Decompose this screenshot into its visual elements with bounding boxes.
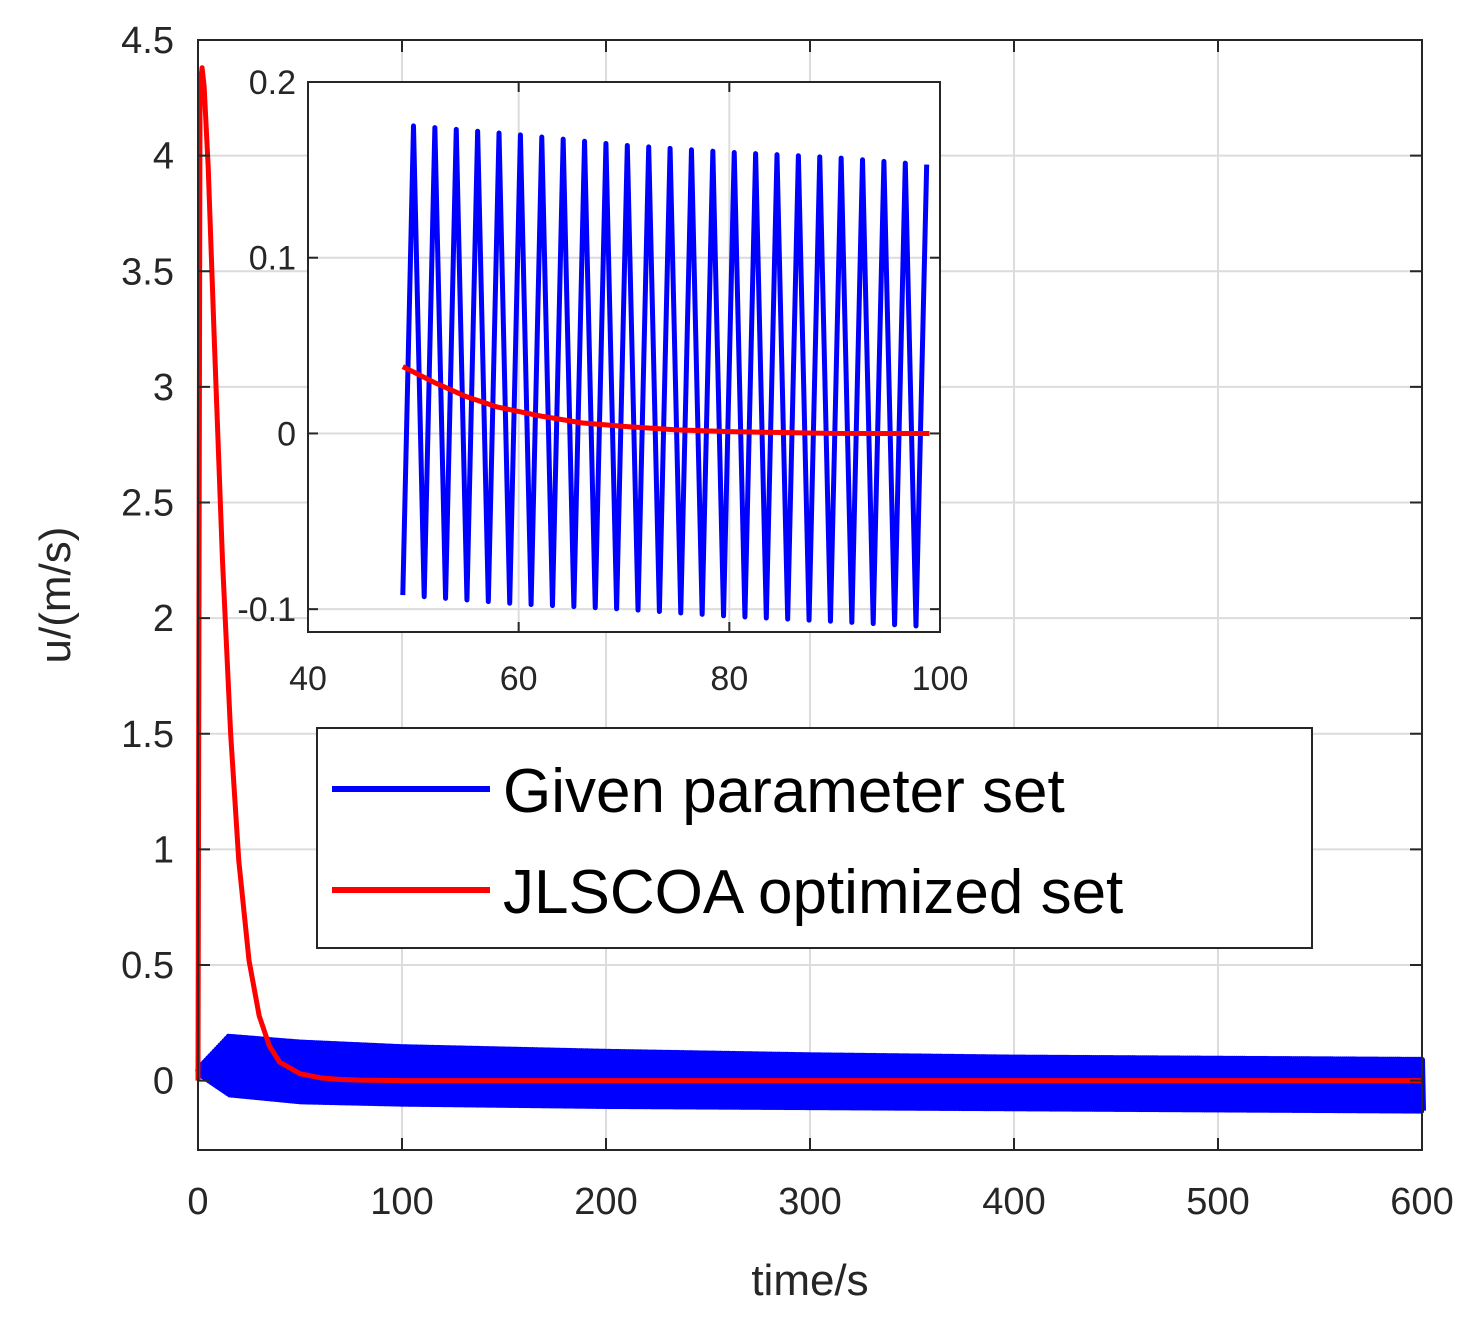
inset-axes: 40 60 80 100 -0.1 0 0.1 0.2 [237,64,968,698]
x-tick-label: 400 [982,1181,1045,1223]
y-tick-label: 1 [153,829,174,871]
y-tick-label: 2 [153,598,174,640]
y-tick-label: 1.5 [121,714,174,756]
x-tick-label: 200 [574,1181,637,1223]
y-tick-label: 3.5 [121,251,174,293]
inset-y-tick-label: 0.1 [249,240,296,278]
x-tick-label: 300 [778,1181,841,1223]
y-tick-label: 0.5 [121,945,174,987]
x-tick-label: 100 [370,1181,433,1223]
inset-jlscoa-series [401,364,930,436]
legend-label-given: Given parameter set [503,757,1065,826]
y-tick-label: 3 [153,367,174,409]
inset-x-tick-label: 100 [912,660,969,698]
y-tick-label: 4 [153,136,174,178]
main-data [195,65,1427,1114]
legend-box [316,727,1313,949]
y-axis-label: u/(m/s) [31,527,80,664]
x-axis-label: time/s [751,1256,868,1305]
inset-x-tick-label: 80 [710,660,748,698]
x-tick-label: 0 [187,1181,208,1223]
legend: Given parameter set JLSCOA optimized set [316,727,1313,949]
inset-y-tick-label: -0.1 [237,591,296,629]
inset-y-tick-label: 0.2 [249,64,296,102]
inset-given-parameter-series [400,123,930,629]
inset-x-tick-label: 60 [500,660,538,698]
inset-data [400,123,930,629]
y-tick-label: 4.5 [121,20,174,62]
inset-y-tick-label: 0 [277,415,296,453]
legend-label-jlscoa: JLSCOA optimized set [503,858,1123,927]
y-tick-label: 2.5 [121,483,174,525]
inset-x-tick-label: 40 [289,660,327,698]
inset-axes-box [307,81,941,633]
x-tick-label: 500 [1186,1181,1249,1223]
y-tick-label: 0 [153,1061,174,1103]
jlscoa-series [195,65,1422,1084]
inset-ticks: 40 60 80 100 -0.1 0 0.1 0.2 [237,64,968,698]
x-tick-label: 600 [1390,1181,1453,1223]
